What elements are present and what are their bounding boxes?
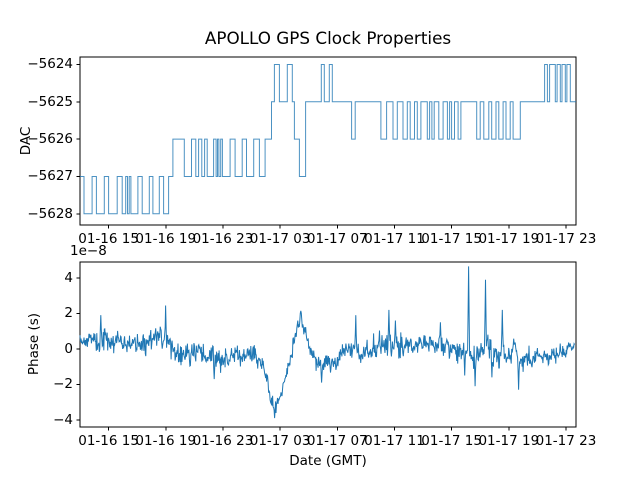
- x-tick-label: 01-17 15: [421, 231, 482, 247]
- x-tick-label: 01-17 11: [364, 231, 425, 247]
- y-tick-label: −2: [53, 376, 73, 393]
- x-tick-label: 01-16 15: [78, 433, 139, 449]
- y-tick-label: 4: [64, 269, 73, 286]
- phase-offset-label: 1e−8: [70, 243, 107, 259]
- x-tick-label: 01-17 15: [421, 433, 482, 449]
- y-tick-label: 0: [64, 340, 73, 357]
- axes-frame-top: [79, 56, 577, 226]
- x-tick-label: 01-17 03: [249, 231, 311, 247]
- y-tick-label: −5625: [27, 93, 73, 110]
- x-tick-label: 01-16 19: [135, 231, 197, 247]
- x-tick-label: 01-17 23: [535, 433, 597, 449]
- x-axis-label: Date (GMT): [289, 453, 367, 469]
- y-tick-label: −5626: [27, 131, 73, 148]
- y-tick-label: 2: [64, 305, 73, 322]
- dac-step-line: [80, 64, 576, 215]
- y-tick-label: −5627: [27, 168, 73, 185]
- x-tick-label: 01-16 23: [192, 433, 254, 449]
- y-tick-label: −5628: [27, 205, 73, 222]
- x-tick-label: 01-17 07: [306, 231, 368, 247]
- chart-title: APOLLO GPS Clock Properties: [204, 28, 452, 48]
- y-tick-label: −5624: [27, 56, 73, 73]
- x-tick-label: 01-17 07: [306, 433, 368, 449]
- x-tick-label: 01-16 19: [135, 433, 197, 449]
- x-tick-label: 01-17 23: [535, 231, 597, 247]
- x-tick-label: 01-17 11: [364, 433, 425, 449]
- x-tick-label: 01-17 19: [478, 433, 540, 449]
- x-tick-label: 01-17 03: [249, 433, 311, 449]
- x-tick-label: 01-16 15: [78, 231, 139, 247]
- x-tick-label: 01-17 19: [478, 231, 540, 247]
- x-tick-label: 01-16 23: [192, 231, 254, 247]
- axes-frame-bottom: [79, 261, 577, 428]
- y-tick-label: −4: [53, 411, 73, 428]
- phase-noise-line: [79, 266, 576, 419]
